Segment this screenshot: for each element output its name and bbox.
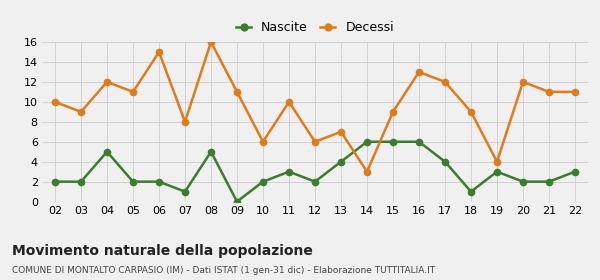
Line: Decessi: Decessi bbox=[52, 39, 578, 175]
Nascite bbox=[77, 180, 85, 183]
Text: COMUNE DI MONTALTO CARPASIO (IM) - Dati ISTAT (1 gen-31 dic) - Elaborazione TUTT: COMUNE DI MONTALTO CARPASIO (IM) - Dati … bbox=[12, 266, 435, 275]
Decessi bbox=[155, 50, 163, 54]
Legend: Nascite, Decessi: Nascite, Decessi bbox=[231, 16, 399, 39]
Decessi bbox=[442, 80, 449, 84]
Decessi bbox=[520, 80, 527, 84]
Nascite bbox=[286, 170, 293, 173]
Nascite bbox=[311, 180, 319, 183]
Nascite bbox=[571, 170, 578, 173]
Decessi bbox=[545, 90, 553, 94]
Decessi bbox=[311, 140, 319, 143]
Decessi bbox=[77, 110, 85, 113]
Nascite bbox=[208, 150, 215, 153]
Nascite bbox=[493, 170, 500, 173]
Nascite bbox=[545, 180, 553, 183]
Nascite bbox=[415, 140, 422, 143]
Decessi bbox=[52, 100, 59, 104]
Nascite bbox=[52, 180, 59, 183]
Nascite bbox=[389, 140, 397, 143]
Decessi bbox=[467, 110, 475, 113]
Nascite bbox=[259, 180, 266, 183]
Nascite bbox=[233, 200, 241, 203]
Decessi bbox=[181, 120, 188, 123]
Decessi bbox=[389, 110, 397, 113]
Nascite bbox=[337, 160, 344, 163]
Decessi bbox=[571, 90, 578, 94]
Decessi bbox=[493, 160, 500, 163]
Line: Nascite: Nascite bbox=[52, 139, 578, 205]
Decessi bbox=[233, 90, 241, 94]
Nascite bbox=[181, 190, 188, 193]
Nascite bbox=[130, 180, 137, 183]
Decessi bbox=[337, 130, 344, 134]
Nascite bbox=[442, 160, 449, 163]
Decessi bbox=[208, 40, 215, 44]
Nascite bbox=[467, 190, 475, 193]
Decessi bbox=[364, 170, 371, 173]
Decessi bbox=[103, 80, 110, 84]
Decessi bbox=[259, 140, 266, 143]
Nascite bbox=[103, 150, 110, 153]
Text: Movimento naturale della popolazione: Movimento naturale della popolazione bbox=[12, 244, 313, 258]
Nascite bbox=[155, 180, 163, 183]
Decessi bbox=[415, 70, 422, 74]
Decessi bbox=[286, 100, 293, 104]
Nascite bbox=[364, 140, 371, 143]
Decessi bbox=[130, 90, 137, 94]
Nascite bbox=[520, 180, 527, 183]
